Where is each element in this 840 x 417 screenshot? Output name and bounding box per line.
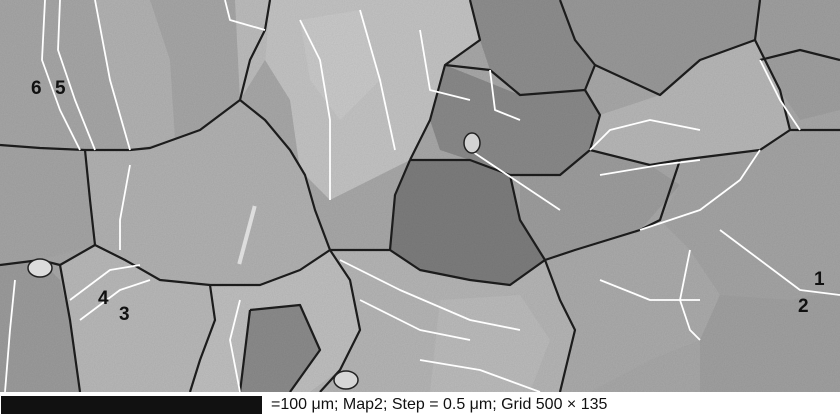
- twin-boundaries: [4, 0, 840, 392]
- grain-label-3: 3: [119, 304, 130, 325]
- ebsd-grain-map: [0, 0, 840, 392]
- grain-label-6: 6: [31, 78, 42, 99]
- grain-label-4: 4: [98, 288, 109, 309]
- grain-label-2: 2: [798, 296, 809, 317]
- bright-spots: [27, 132, 481, 390]
- scale-bar: [1, 396, 262, 414]
- grain-label-1: 1: [814, 269, 825, 290]
- grain-boundaries: [0, 0, 840, 392]
- grain-fills: [0, 0, 840, 392]
- scale-bar-caption: =100 μm; Map2; Step = 0.5 μm; Grid 500 ×…: [271, 396, 608, 413]
- grain-label-5: 5: [55, 78, 66, 99]
